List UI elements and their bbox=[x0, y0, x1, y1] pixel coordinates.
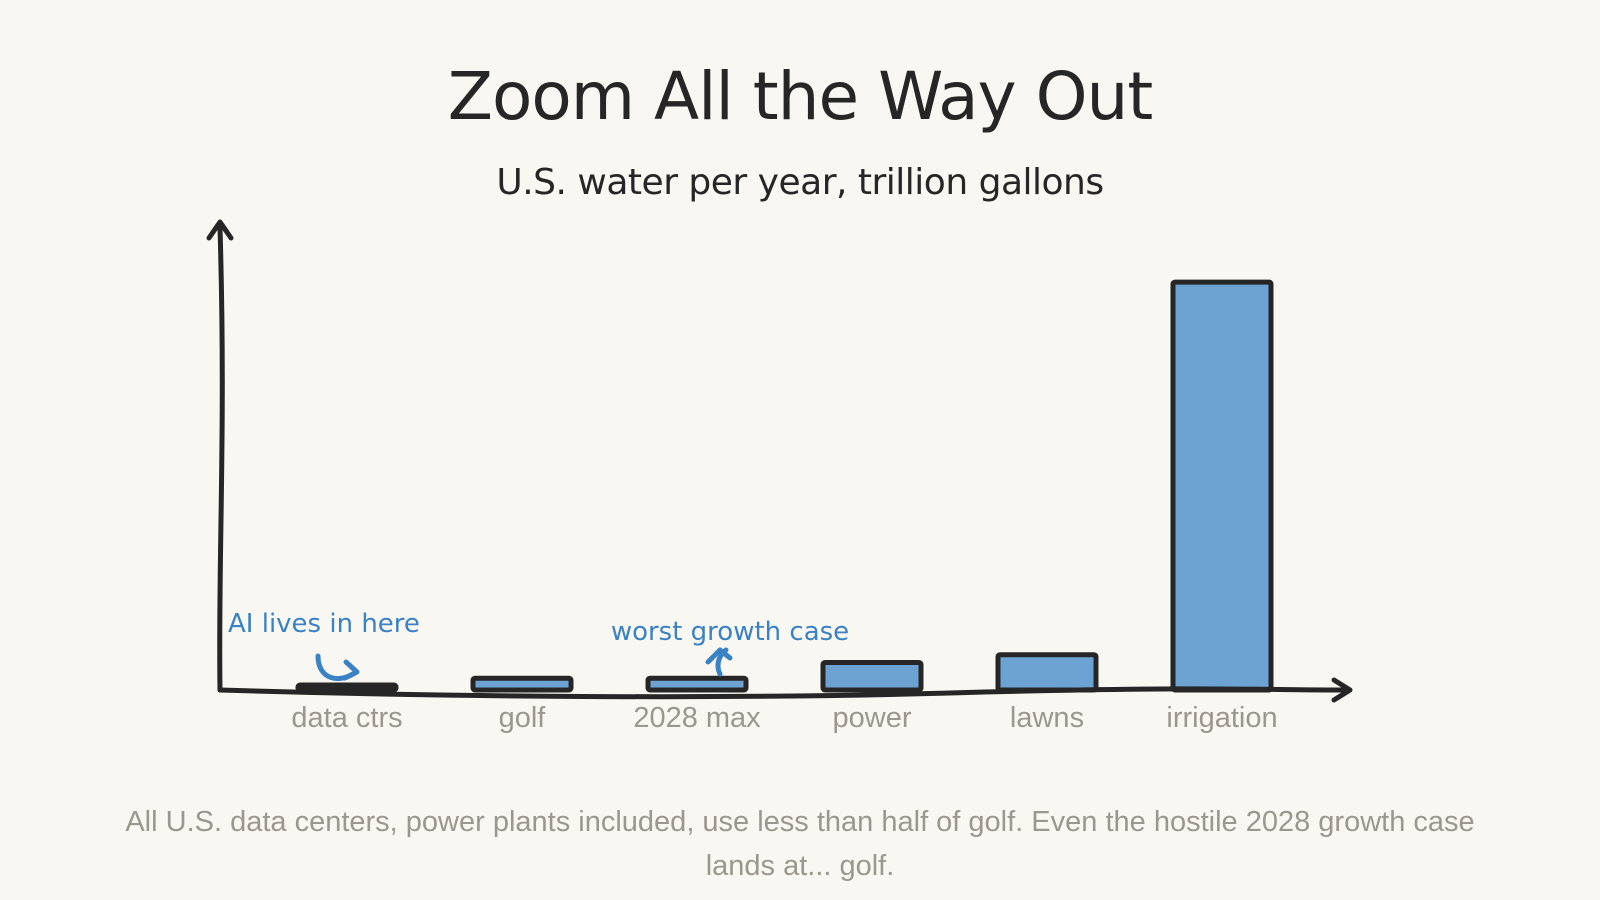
chart-subtitle: U.S. water per year, trillion gallons bbox=[496, 162, 1104, 203]
bar-data-ctrs bbox=[295, 682, 399, 693]
x-axis-arrowhead bbox=[1331, 677, 1353, 703]
bar-golf bbox=[470, 675, 574, 693]
annotation-data-ctrs: AI lives in here bbox=[228, 609, 420, 639]
annotation-arrowhead-2028-max bbox=[705, 647, 733, 665]
tick-label-irrigation: irrigation bbox=[1166, 702, 1277, 734]
chart-title: Zoom All the Way Out bbox=[447, 58, 1154, 135]
x-axis-line bbox=[217, 686, 1351, 700]
tick-label-power: power bbox=[833, 702, 912, 734]
axes-layer bbox=[206, 219, 1353, 703]
tick-label-lawns: lawns bbox=[1010, 702, 1084, 734]
bar-power bbox=[820, 660, 924, 693]
chart-caption: All U.S. data centers, power plants incl… bbox=[125, 806, 1475, 882]
annotations-layer: AI lives in here worst growth case bbox=[228, 609, 849, 682]
bar-2028-max bbox=[645, 675, 749, 693]
tick-label-2028-max: 2028 max bbox=[633, 702, 761, 734]
y-axis-line bbox=[217, 225, 225, 693]
annotation-arrowhead-data-ctrs bbox=[342, 659, 360, 681]
bar-irrigation bbox=[1170, 279, 1274, 693]
bar-lawns bbox=[995, 652, 1099, 693]
tick-label-data-ctrs: data ctrs bbox=[291, 702, 402, 734]
tick-label-golf: golf bbox=[499, 702, 547, 734]
annotation-2028-max: worst growth case bbox=[611, 617, 849, 647]
tick-labels-layer: data ctrs golf 2028 max power lawns irrigatio… bbox=[291, 702, 1277, 734]
y-axis-arrowhead bbox=[206, 219, 234, 241]
bars-layer bbox=[295, 279, 1274, 693]
